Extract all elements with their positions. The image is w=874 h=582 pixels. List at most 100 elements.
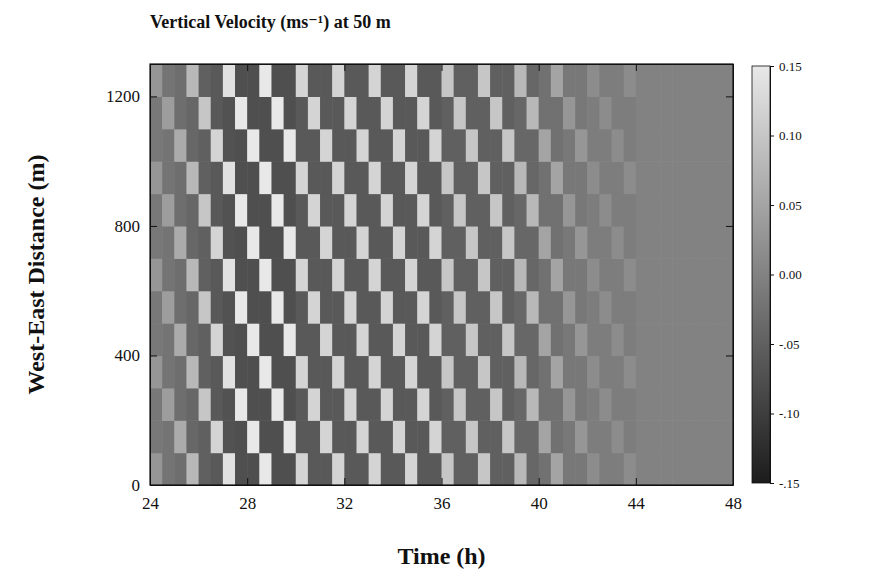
tick: -.15 <box>770 476 800 491</box>
heatmap-cell <box>393 258 406 291</box>
heatmap-cell <box>284 96 297 129</box>
heatmap-cell <box>599 453 612 485</box>
heatmap-cell <box>527 323 540 356</box>
heatmap-cell <box>478 96 491 129</box>
heatmap-cell <box>624 355 637 388</box>
heatmap-cell <box>454 258 467 291</box>
heatmap-cell <box>490 291 503 324</box>
heatmap-cell <box>259 129 272 162</box>
heatmap-cell <box>174 129 187 162</box>
heatmap-cell <box>405 194 418 227</box>
heatmap-cell <box>247 291 260 324</box>
heatmap-cell <box>405 323 418 356</box>
heatmap-cell <box>672 226 685 259</box>
heatmap-cell <box>721 453 733 485</box>
tick-label: -.05 <box>779 337 800 352</box>
heatmap-cell <box>527 291 540 324</box>
heatmap-cell <box>599 291 612 324</box>
heatmap-cell <box>709 453 722 485</box>
heatmap-cell <box>697 355 710 388</box>
heatmap-cell <box>527 64 540 97</box>
heatmap-cell <box>684 453 697 485</box>
heatmap-cell <box>150 64 163 97</box>
heatmap-cell <box>174 226 187 259</box>
heatmap-cell <box>174 323 187 356</box>
heatmap-cell <box>369 194 382 227</box>
heatmap-cell <box>308 129 321 162</box>
heatmap-cell <box>369 129 382 162</box>
heatmap-cell <box>259 420 272 453</box>
tick-label: 0.10 <box>779 128 802 143</box>
heatmap-cell <box>429 388 442 421</box>
heatmap-cell <box>235 388 248 421</box>
heatmap-cell <box>235 64 248 97</box>
heatmap-cell <box>466 453 479 485</box>
heatmap-cell <box>259 226 272 259</box>
heatmap-cell <box>186 323 199 356</box>
heatmap-cell <box>490 96 503 129</box>
tick-mark <box>539 64 540 71</box>
heatmap-cell <box>162 96 175 129</box>
heatmap-cell <box>502 291 515 324</box>
heatmap-cell <box>502 226 515 259</box>
heatmap-cell <box>186 194 199 227</box>
heatmap-cell <box>709 291 722 324</box>
heatmap-cell <box>636 291 649 324</box>
heatmap-cell <box>514 161 527 194</box>
heatmap-cell <box>199 64 212 97</box>
heatmap-cell <box>672 453 685 485</box>
heatmap-cell <box>174 194 187 227</box>
heatmap-cell <box>247 355 260 388</box>
heatmap-cell <box>174 420 187 453</box>
heatmap-cell <box>442 323 455 356</box>
heatmap-cell <box>478 194 491 227</box>
heatmap-cell <box>684 96 697 129</box>
tick-label: 0.05 <box>779 198 802 213</box>
heatmap-cell <box>539 420 552 453</box>
heatmap-cell <box>672 64 685 97</box>
heatmap-cell <box>648 291 661 324</box>
heatmap-cell <box>381 388 394 421</box>
heatmap-cell <box>442 194 455 227</box>
heatmap-cell <box>563 420 576 453</box>
heatmap-cell <box>199 226 212 259</box>
heatmap-cell <box>235 323 248 356</box>
heatmap-cell <box>223 388 236 421</box>
heatmap-cell <box>211 129 224 162</box>
heatmap-cell <box>296 388 309 421</box>
heatmap-cell <box>563 355 576 388</box>
heatmap-cell <box>150 194 163 227</box>
heatmap-cell <box>393 323 406 356</box>
heatmap-cell <box>296 194 309 227</box>
heatmap-cell <box>223 291 236 324</box>
heatmap-cell <box>381 323 394 356</box>
heatmap-cell <box>551 161 564 194</box>
heatmap-cell <box>320 64 333 97</box>
heatmap-cell <box>247 453 260 485</box>
heatmap-cell <box>587 129 600 162</box>
heatmap-cell <box>502 64 515 97</box>
heatmap-cell <box>186 355 199 388</box>
heatmap-cell <box>514 194 527 227</box>
tick <box>247 64 248 71</box>
heatmap-cell <box>636 64 649 97</box>
heatmap-cell <box>502 420 515 453</box>
heatmap-cell <box>502 161 515 194</box>
heatmap-cell <box>369 323 382 356</box>
heatmap-cell <box>369 64 382 97</box>
heatmap-cell <box>174 96 187 129</box>
heatmap-cell <box>502 258 515 291</box>
heatmap-cell <box>308 420 321 453</box>
heatmap-cell <box>247 420 260 453</box>
heatmap-cell <box>575 258 588 291</box>
plot-frame <box>150 64 733 485</box>
tick: -.05 <box>770 337 800 352</box>
heatmap-cell <box>721 96 733 129</box>
heatmap-cell <box>332 420 345 453</box>
heatmap-cell <box>344 453 357 485</box>
axis-line <box>150 65 151 486</box>
heatmap-cell <box>648 161 661 194</box>
heatmap-cell <box>454 64 467 97</box>
heatmap-cell <box>648 258 661 291</box>
heatmap-cell <box>539 194 552 227</box>
